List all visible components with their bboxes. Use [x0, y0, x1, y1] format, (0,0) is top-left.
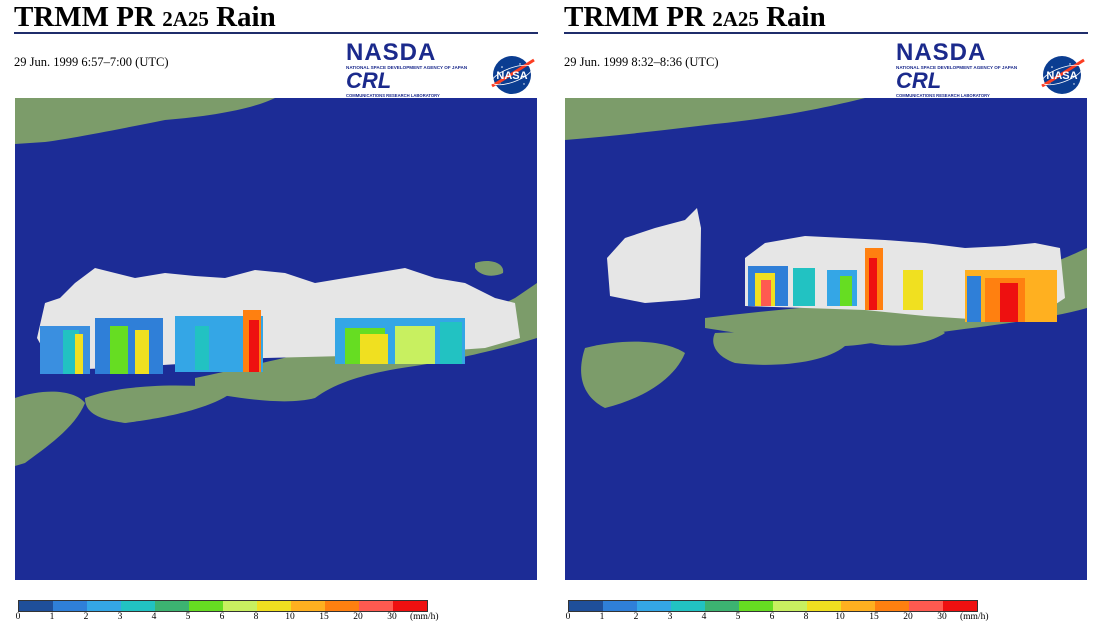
legend-swatch	[773, 601, 807, 611]
rain-cell	[110, 326, 128, 374]
legend-tick-label: 15	[869, 612, 879, 622]
title-rule	[14, 32, 538, 34]
legend-swatch	[257, 601, 291, 611]
legend-colorbar	[568, 600, 978, 612]
panel-left: TRMM PR 2A25 Rain 29 Jun. 1999 6:57–7:00…	[14, 0, 544, 630]
legend-tick-label: 10	[835, 612, 845, 622]
land-shikoku	[85, 385, 235, 423]
panel-right: TRMM PR 2A25 Rain 29 Jun. 1999 8:32–8:36…	[564, 0, 1094, 630]
legend-tick-label: 10	[285, 612, 295, 622]
legend-swatch	[569, 601, 603, 611]
legend-swatch	[705, 601, 739, 611]
legend-tick-label: 0	[15, 612, 21, 622]
legend-tick-label: 4	[701, 612, 707, 622]
legend-tick-label: 3	[667, 612, 673, 622]
legend-swatch	[291, 601, 325, 611]
rain-cell	[440, 322, 462, 364]
legend-tick-label: 5	[185, 612, 191, 622]
legend-tick-label: 2	[633, 612, 639, 622]
legend-tick-label: 30	[937, 612, 947, 622]
rain-map	[565, 98, 1087, 580]
legend-swatch	[189, 601, 223, 611]
legend-tick-label: 6	[219, 612, 225, 622]
legend-swatch	[841, 601, 875, 611]
legend-tick-label: 20	[903, 612, 913, 622]
rain-cell	[249, 320, 259, 372]
legend-swatch	[393, 601, 427, 611]
rain-cell	[869, 258, 877, 310]
legend-swatch	[155, 601, 189, 611]
legend-unit: (mm/h)	[410, 612, 439, 622]
timestamp: 29 Jun. 1999 8:32–8:36 (UTC)	[564, 55, 719, 69]
title-rule	[564, 32, 1088, 34]
panel-title: TRMM PR 2A25 Rain	[564, 1, 826, 33]
legend-tick-label: 8	[803, 612, 809, 622]
rain-cell	[135, 330, 149, 374]
land-north	[565, 98, 865, 140]
rain-rate-legend: 0 1 2 3 4 5 6 8 10 15 20 30 (mm/h)	[564, 600, 1100, 630]
legend-tick-label: 4	[151, 612, 157, 622]
rain-rate-legend: 0 1 2 3 4 5 6 8 10 15 20 30 (mm/h)	[14, 600, 554, 630]
legend-tick-label: 0	[565, 612, 571, 622]
nasda-crl-logo: NASDA NATIONAL SPACE DEVELOPMENT AGENCY …	[346, 39, 468, 99]
land-kyushu	[581, 341, 685, 408]
legend-swatch	[671, 601, 705, 611]
land-shikoku-east	[865, 323, 945, 346]
rain-cell	[793, 268, 815, 306]
legend-swatch	[637, 601, 671, 611]
land-shikoku	[713, 332, 845, 365]
rain-map	[15, 98, 537, 580]
legend-swatch	[87, 601, 121, 611]
legend-swatch	[121, 601, 155, 611]
land-islet	[475, 261, 504, 276]
rain-cell	[967, 276, 981, 322]
legend-unit: (mm/h)	[960, 612, 989, 622]
land-north	[15, 98, 275, 144]
rain-cell	[95, 318, 163, 374]
svg-text:NASA: NASA	[496, 70, 527, 82]
rain-cell	[195, 326, 209, 370]
land-honshu	[195, 283, 537, 402]
legend-tick-label: 1	[49, 612, 55, 622]
legend-swatch	[909, 601, 943, 611]
legend-tick-label: 8	[253, 612, 259, 622]
cloud-west	[607, 208, 701, 303]
legend-colorbar	[18, 600, 428, 612]
legend-tick-label: 1	[599, 612, 605, 622]
legend-tick-label: 15	[319, 612, 329, 622]
legend-tick-label: 3	[117, 612, 123, 622]
legend-tick-label: 30	[387, 612, 397, 622]
legend-swatch	[19, 601, 53, 611]
legend-swatch	[603, 601, 637, 611]
legend-swatch	[943, 601, 977, 611]
svg-text:NASA: NASA	[1046, 70, 1077, 82]
legend-swatch	[875, 601, 909, 611]
timestamp: 29 Jun. 1999 6:57–7:00 (UTC)	[14, 55, 169, 69]
rain-cell	[761, 280, 771, 306]
legend-swatch	[325, 601, 359, 611]
rain-cell	[903, 270, 923, 310]
land-kyushu	[15, 391, 85, 466]
rain-cell	[360, 334, 388, 364]
legend-swatch	[359, 601, 393, 611]
nasa-logo-icon: NASA	[491, 56, 535, 94]
panel-title: TRMM PR 2A25 Rain	[14, 1, 276, 33]
legend-swatch	[223, 601, 257, 611]
legend-tick-label: 20	[353, 612, 363, 622]
legend-tick-label: 6	[769, 612, 775, 622]
nasa-logo-icon: NASA	[1041, 56, 1085, 94]
rain-cell	[75, 334, 83, 374]
rain-cell	[840, 276, 852, 306]
nasda-crl-logo: NASDA NATIONAL SPACE DEVELOPMENT AGENCY …	[896, 39, 1018, 99]
rain-cell	[1000, 283, 1018, 322]
legend-swatch	[807, 601, 841, 611]
rain-cell	[395, 326, 435, 364]
legend-swatch	[739, 601, 773, 611]
legend-tick-label: 2	[83, 612, 89, 622]
legend-tick-label: 5	[735, 612, 741, 622]
legend-swatch	[53, 601, 87, 611]
